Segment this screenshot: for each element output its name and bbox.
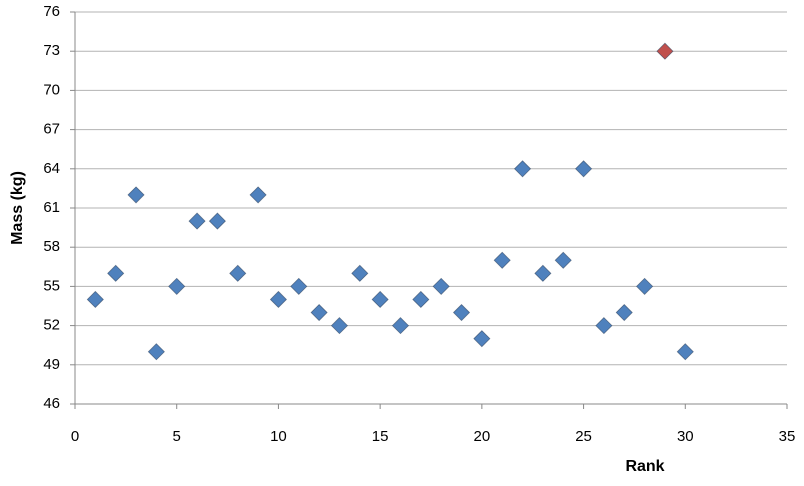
y-tick-label: 61 xyxy=(43,199,60,216)
y-tick-label: 46 xyxy=(43,395,60,412)
x-axis-label: Rank xyxy=(625,458,664,475)
point xyxy=(452,303,471,322)
x-tick-label: 20 xyxy=(474,428,491,445)
point xyxy=(127,186,145,204)
point xyxy=(676,343,694,361)
y-tick-label: 67 xyxy=(43,121,60,138)
point xyxy=(168,277,186,295)
y-tick-label: 76 xyxy=(43,3,60,20)
point xyxy=(208,212,226,230)
y-tick-label: 55 xyxy=(43,277,60,294)
point xyxy=(656,42,674,60)
x-tick-label: 25 xyxy=(575,428,592,445)
point xyxy=(493,251,511,269)
point xyxy=(554,251,572,269)
point xyxy=(269,290,287,309)
point xyxy=(351,264,369,282)
point xyxy=(391,317,410,335)
x-tick-label: 10 xyxy=(270,428,287,445)
x-tick-label: 0 xyxy=(71,428,79,445)
point xyxy=(147,343,165,361)
point xyxy=(86,290,104,309)
point xyxy=(636,277,654,295)
x-tick-label: 5 xyxy=(173,428,181,445)
point xyxy=(188,212,206,230)
x-tick-label: 35 xyxy=(779,428,796,445)
y-tick-label: 64 xyxy=(43,160,60,177)
point xyxy=(595,317,613,335)
y-tick-label: 52 xyxy=(43,317,60,334)
point xyxy=(229,264,247,282)
point xyxy=(534,264,552,282)
point xyxy=(371,290,389,309)
point xyxy=(330,317,349,335)
point xyxy=(310,303,328,322)
y-tick-label: 73 xyxy=(43,42,60,59)
point xyxy=(432,277,450,295)
y-tick-label: 49 xyxy=(43,356,60,373)
y-axis-label: Mass (kg) xyxy=(9,171,26,245)
point xyxy=(575,160,593,178)
point xyxy=(249,186,267,204)
y-tick-label: 70 xyxy=(43,81,60,98)
point xyxy=(513,160,532,178)
point xyxy=(473,330,491,348)
point xyxy=(107,264,125,282)
y-tick-label: 58 xyxy=(43,238,60,255)
point xyxy=(615,303,633,322)
x-tick-label: 15 xyxy=(372,428,389,445)
point xyxy=(290,277,308,295)
x-tick-label: 30 xyxy=(677,428,694,445)
point xyxy=(412,290,430,309)
